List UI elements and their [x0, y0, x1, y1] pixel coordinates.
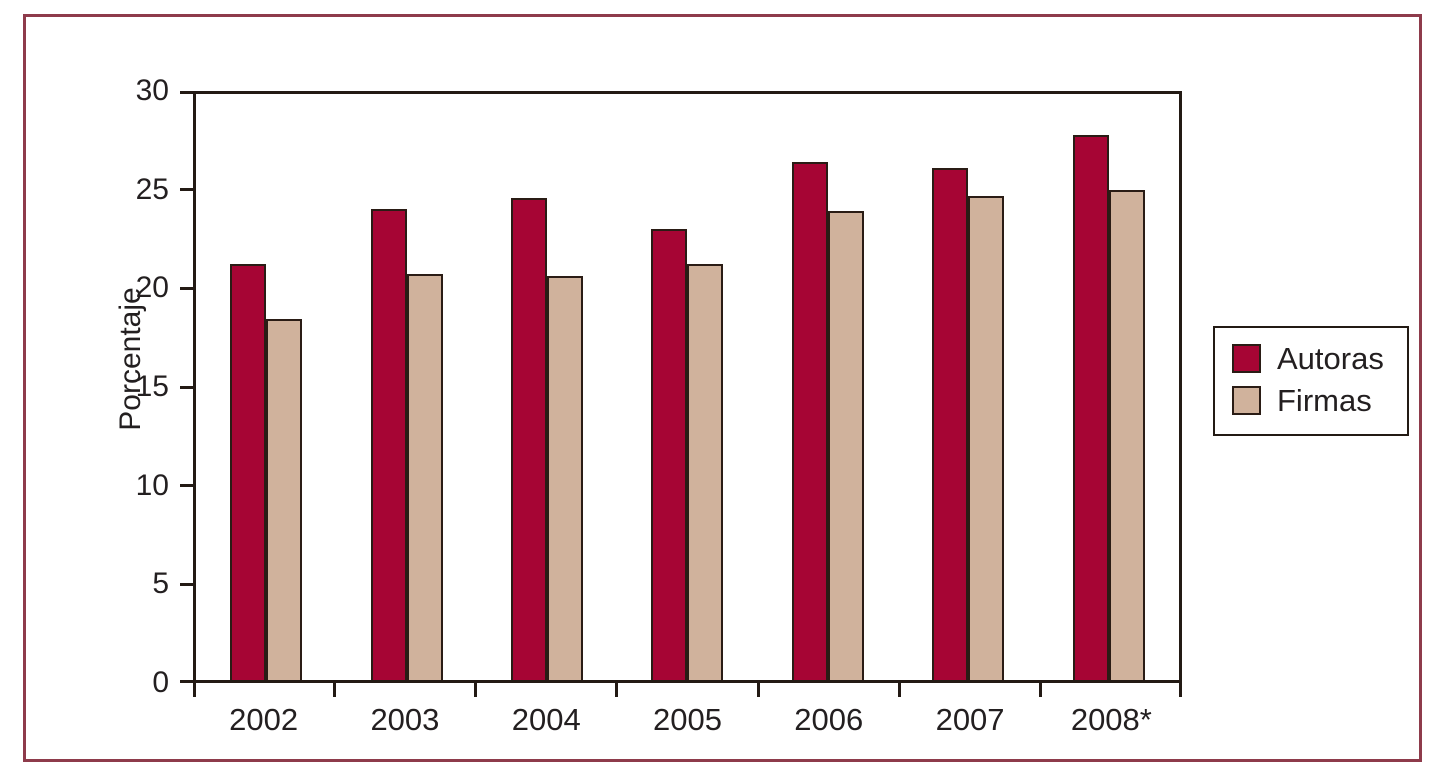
y-tick-label: 0 — [152, 666, 169, 699]
x-tick-mark — [1039, 683, 1043, 697]
legend: Autoras Firmas — [1213, 326, 1409, 436]
x-tick-label-2005: 2005 — [653, 702, 722, 737]
bar-autoras-2002 — [230, 264, 266, 680]
legend-item-firmas: Firmas — [1232, 385, 1407, 416]
bar-firmas-2007 — [968, 196, 1004, 680]
legend-item-autoras: Autoras — [1232, 343, 1407, 374]
y-tick-mark — [180, 484, 193, 488]
y-tick-mark — [180, 385, 193, 389]
x-tick-mark — [474, 683, 478, 697]
x-tick-label-2003: 2003 — [370, 702, 440, 737]
x-tick-mark — [332, 683, 336, 697]
y-tick-mark — [180, 680, 193, 683]
y-tick-mark — [180, 582, 193, 586]
bar-autoras-2004 — [511, 198, 547, 680]
y-tick-label: 25 — [135, 172, 169, 206]
bar-firmas-2005 — [687, 264, 723, 680]
y-tick-mark — [180, 286, 193, 290]
bar-autoras-2006 — [792, 162, 828, 680]
bar-firmas-2004 — [547, 276, 583, 680]
bar-firmas-2008 — [1109, 190, 1145, 680]
x-tick-label-2006: 2006 — [794, 702, 864, 737]
bar-autoras-2007 — [932, 168, 968, 680]
bar-autoras-2008 — [1073, 135, 1109, 680]
x-tick-label-2002: 2002 — [229, 702, 299, 737]
x-tick-label-2004: 2004 — [511, 702, 581, 737]
legend-label-autoras: Autoras — [1277, 341, 1384, 376]
legend-label-firmas: Firmas — [1277, 383, 1372, 418]
x-tick-mark — [756, 683, 760, 697]
bar-autoras-2003 — [371, 209, 407, 680]
y-tick-label: 5 — [152, 567, 169, 601]
x-tick-mark — [193, 683, 196, 697]
y-axis: 0 5 10 15 20 25 30 — [26, 74, 193, 699]
y-tick-label: 10 — [135, 468, 169, 502]
x-axis: 2002 2003 2004 2005 2006 2007 2008* — [193, 683, 1182, 753]
bar-firmas-2003 — [407, 274, 443, 680]
y-tick-label: 20 — [135, 271, 169, 305]
x-tick-mark — [615, 683, 619, 697]
plot-area — [193, 91, 1182, 683]
x-tick-mark — [897, 683, 901, 697]
autoras-color-swatch — [1232, 344, 1261, 373]
y-tick-mark — [180, 188, 193, 192]
x-tick-mark — [1179, 683, 1182, 697]
bar-firmas-2006 — [828, 211, 864, 680]
y-tick-label: 30 — [135, 74, 169, 107]
bar-autoras-2005 — [651, 229, 687, 680]
x-tick-label-2008: 2008* — [1070, 702, 1152, 737]
y-tick-label: 15 — [135, 370, 169, 403]
bar-firmas-2002 — [266, 319, 302, 680]
firmas-color-swatch — [1232, 386, 1261, 415]
figure-frame: Porcentaje 0 5 10 15 20 25 30 2002 2003 2004 2005… — [23, 14, 1422, 762]
x-tick-label-2007: 2007 — [935, 702, 1005, 737]
y-tick-mark — [180, 91, 193, 94]
